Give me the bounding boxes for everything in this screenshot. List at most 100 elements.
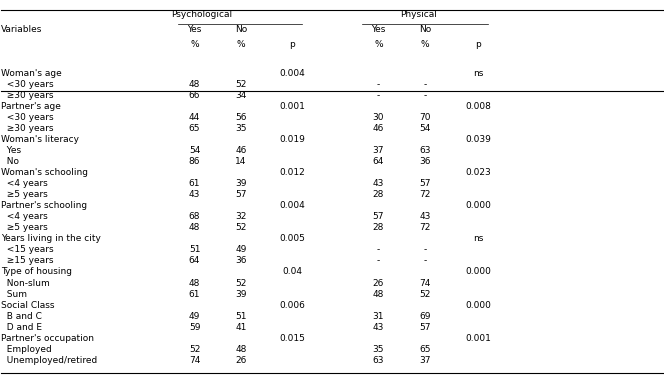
- Text: 37: 37: [373, 146, 384, 155]
- Text: 57: 57: [419, 179, 431, 188]
- Text: No: No: [419, 25, 431, 34]
- Text: 52: 52: [419, 290, 431, 299]
- Text: Woman's literacy: Woman's literacy: [1, 135, 79, 144]
- Text: 35: 35: [235, 124, 247, 133]
- Text: 0.04: 0.04: [282, 267, 302, 277]
- Text: 72: 72: [419, 190, 431, 199]
- Text: 35: 35: [373, 345, 384, 354]
- Text: 39: 39: [235, 290, 247, 299]
- Text: 39: 39: [235, 179, 247, 188]
- Text: ≥5 years: ≥5 years: [1, 223, 48, 232]
- Text: 57: 57: [419, 323, 431, 332]
- Text: 0.004: 0.004: [280, 201, 305, 210]
- Text: <15 years: <15 years: [1, 245, 54, 255]
- Text: 86: 86: [189, 157, 201, 166]
- Text: p: p: [290, 40, 295, 49]
- Text: 34: 34: [235, 91, 247, 100]
- Text: <4 years: <4 years: [1, 179, 48, 188]
- Text: 63: 63: [419, 146, 431, 155]
- Text: 74: 74: [189, 356, 201, 365]
- Text: Non-slum: Non-slum: [1, 279, 50, 288]
- Text: 0.001: 0.001: [280, 102, 305, 111]
- Text: Woman's age: Woman's age: [1, 69, 62, 78]
- Text: -: -: [424, 256, 426, 266]
- Text: 28: 28: [373, 190, 384, 199]
- Text: %: %: [421, 40, 429, 49]
- Text: 43: 43: [189, 190, 201, 199]
- Text: ≥30 years: ≥30 years: [1, 91, 54, 100]
- Text: 0.006: 0.006: [280, 301, 305, 310]
- Text: 52: 52: [235, 80, 247, 89]
- Text: Partner's occupation: Partner's occupation: [1, 334, 94, 343]
- Text: 30: 30: [373, 113, 384, 122]
- Text: 46: 46: [235, 146, 247, 155]
- Text: B and C: B and C: [1, 312, 42, 321]
- Text: %: %: [237, 40, 245, 49]
- Text: 0.000: 0.000: [465, 301, 491, 310]
- Text: 72: 72: [419, 223, 431, 232]
- Text: 54: 54: [189, 146, 201, 155]
- Text: -: -: [377, 256, 380, 266]
- Text: Yes: Yes: [371, 25, 386, 34]
- Text: 0.015: 0.015: [280, 334, 305, 343]
- Text: 43: 43: [419, 212, 431, 221]
- Text: 48: 48: [189, 80, 201, 89]
- Text: 48: 48: [189, 279, 201, 288]
- Text: 61: 61: [189, 179, 201, 188]
- Text: <30 years: <30 years: [1, 80, 54, 89]
- Text: 32: 32: [235, 212, 247, 221]
- Text: 57: 57: [373, 212, 384, 221]
- Text: 48: 48: [235, 345, 247, 354]
- Text: -: -: [377, 245, 380, 255]
- Text: Yes: Yes: [1, 146, 21, 155]
- Text: 49: 49: [189, 312, 201, 321]
- Text: 52: 52: [235, 279, 247, 288]
- Text: <4 years: <4 years: [1, 212, 48, 221]
- Text: 69: 69: [419, 312, 431, 321]
- Text: 44: 44: [189, 113, 200, 122]
- Text: 0.008: 0.008: [465, 102, 491, 111]
- Text: Partner's age: Partner's age: [1, 102, 61, 111]
- Text: ns: ns: [473, 69, 483, 78]
- Text: -: -: [377, 91, 380, 100]
- Text: 0.039: 0.039: [465, 135, 491, 144]
- Text: 26: 26: [235, 356, 247, 365]
- Text: 0.012: 0.012: [280, 168, 305, 177]
- Text: 70: 70: [419, 113, 431, 122]
- Text: 46: 46: [373, 124, 384, 133]
- Text: 43: 43: [373, 323, 384, 332]
- Text: -: -: [424, 245, 426, 255]
- Text: 0.004: 0.004: [280, 69, 305, 78]
- Text: No: No: [235, 25, 247, 34]
- Text: 66: 66: [189, 91, 201, 100]
- Text: ≥5 years: ≥5 years: [1, 190, 48, 199]
- Text: No: No: [1, 157, 19, 166]
- Text: 56: 56: [235, 113, 247, 122]
- Text: ≥30 years: ≥30 years: [1, 124, 54, 133]
- Text: p: p: [475, 40, 481, 49]
- Text: 36: 36: [419, 157, 431, 166]
- Text: 14: 14: [235, 157, 247, 166]
- Text: 57: 57: [235, 190, 247, 199]
- Text: -: -: [424, 91, 426, 100]
- Text: 51: 51: [189, 245, 201, 255]
- Text: Employed: Employed: [1, 345, 52, 354]
- Text: 64: 64: [189, 256, 201, 266]
- Text: 68: 68: [189, 212, 201, 221]
- Text: 65: 65: [189, 124, 201, 133]
- Text: 49: 49: [235, 245, 247, 255]
- Text: 52: 52: [235, 223, 247, 232]
- Text: 0.000: 0.000: [465, 201, 491, 210]
- Text: 64: 64: [373, 157, 384, 166]
- Text: 51: 51: [235, 312, 247, 321]
- Text: ns: ns: [473, 234, 483, 243]
- Text: 61: 61: [189, 290, 201, 299]
- Text: 0.023: 0.023: [465, 168, 491, 177]
- Text: 41: 41: [235, 323, 247, 332]
- Text: Partner's schooling: Partner's schooling: [1, 201, 88, 210]
- Text: Yes: Yes: [187, 25, 202, 34]
- Text: -: -: [424, 80, 426, 89]
- Text: Psychological: Psychological: [171, 10, 232, 19]
- Text: 54: 54: [419, 124, 431, 133]
- Text: -: -: [377, 80, 380, 89]
